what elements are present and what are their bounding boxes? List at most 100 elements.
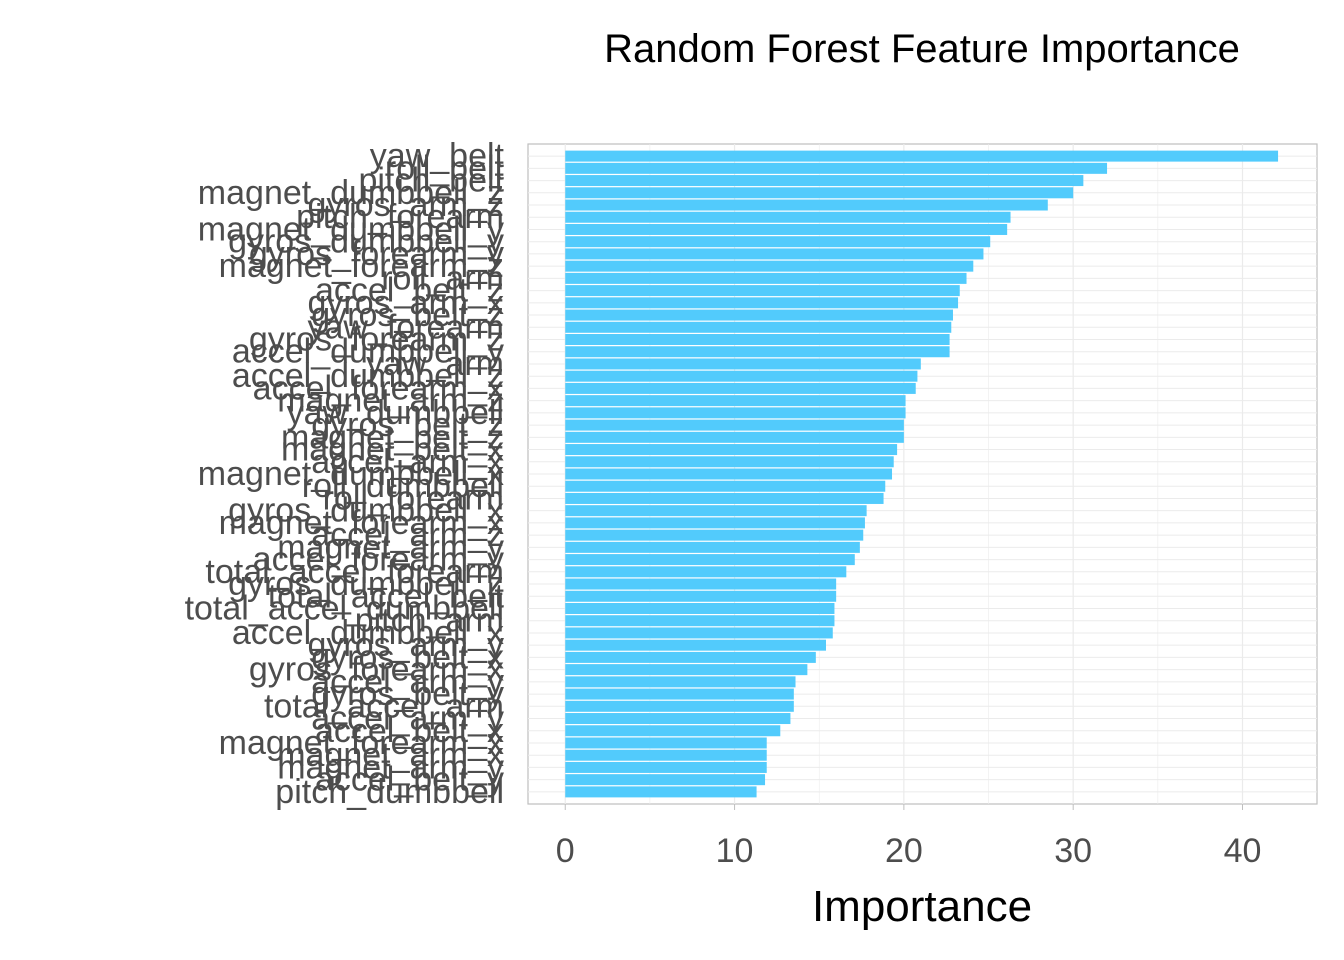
bar-magnet-dumbbell-y [565, 223, 1008, 235]
bar-total-accel-arm [565, 700, 794, 712]
bars [565, 150, 1279, 798]
bar-gyros-forearm-x [565, 664, 808, 676]
category-label: magnet_belt_z [281, 418, 504, 456]
category-label: pitch_arm [355, 602, 504, 640]
bar-gyros-dumbbell-y [565, 236, 991, 248]
category-label: accel_forearm_y [253, 541, 504, 579]
bar-magnet-arm-z [565, 395, 906, 407]
category-label: yaw_forearm [307, 308, 504, 346]
category-label: roll_dumbbell [302, 467, 504, 505]
x-tick-label: 10 [716, 832, 754, 870]
category-label: pitch_belt [358, 162, 504, 200]
category-label: accel_belt_z [315, 272, 504, 310]
bar-total-accel-dumbbell [565, 602, 835, 614]
category-label: pitch_dumbbell [275, 773, 504, 811]
category-label: magnet_arm_z [277, 382, 504, 420]
bar-gyros-belt-x [565, 651, 816, 663]
category-label: gyros_forearm_y [249, 235, 504, 273]
bar-gyros-arm-x [565, 297, 959, 309]
bar-magnet-belt-z [565, 431, 904, 443]
category-label: gyros_arm_z [307, 186, 504, 224]
bar-gyros-dumbbell-x [565, 505, 867, 517]
category-label: magnet_forearm_z [219, 247, 504, 285]
bar-gyros-arm-z [565, 199, 1048, 211]
chart-title: Random Forest Feature Importance [604, 27, 1240, 71]
bar-gyros-arm-y [565, 639, 826, 651]
category-label: accel_dumbbell_y [232, 333, 504, 371]
bar-yaw-forearm [565, 321, 952, 333]
category-label: gyros_forearm_x [249, 651, 504, 689]
bar-pitch-arm [565, 615, 835, 627]
bar-magnet-arm-x [565, 749, 767, 761]
category-label: magnet_belt_x [281, 431, 504, 469]
category-label: total_accel_arm [264, 687, 504, 725]
x-axis-ticks: 0 10 20 30 40 [556, 804, 1261, 870]
category-label: gyros_arm_x [307, 284, 504, 322]
bar-accel-arm-y [565, 713, 791, 725]
category-label: magnet_dumbbell_y [198, 210, 504, 248]
bar-accel-forearm-x [565, 382, 916, 394]
bar-accel-dumbbell-x [565, 627, 833, 639]
bar-accel-forearm-y [565, 554, 855, 566]
bar-roll-arm [565, 272, 967, 284]
bar-magnet-belt-x [565, 444, 898, 456]
bar-magnet-forearm-x [565, 737, 767, 749]
category-label: magnet_forearm_x [219, 724, 504, 762]
bar-gyros-forearm-y [565, 248, 984, 260]
bar-magnet-dumbbell-z [565, 187, 1074, 199]
category-label: total_accel_belt [268, 577, 505, 615]
category-label: gyros_belt_x [311, 638, 504, 676]
category-label: roll_forearm [323, 479, 504, 517]
bar-roll-belt [565, 162, 1108, 174]
category-label: accel_arm_y [311, 700, 504, 738]
category-label: accel_forearm_x [253, 369, 504, 407]
category-label: yaw_belt [370, 137, 505, 175]
category-label: gyros_forearm_z [249, 321, 504, 359]
bar-pitch-belt [565, 175, 1084, 187]
bar-accel-dumbbell-z [565, 370, 918, 382]
category-label: roll_arm [381, 259, 504, 297]
bar-gyros-belt-y [565, 688, 794, 700]
x-tick-label: 0 [556, 832, 575, 870]
category-label: gyros_belt_y [311, 675, 504, 713]
category-label: magnet_dumbbell_x [198, 455, 504, 493]
bar-yaw-arm [565, 358, 921, 370]
category-label: pitch_forearm [296, 198, 504, 236]
category-label: magnet_arm_y [277, 748, 504, 786]
bar-roll-dumbbell [565, 480, 886, 492]
bar-magnet-dumbbell-x [565, 468, 893, 480]
category-label: accel_arm_y [311, 663, 504, 701]
category-label: total_accel_dumbbell [185, 589, 504, 627]
bar-gyros-belt-z [565, 309, 953, 321]
x-tick-label: 30 [1054, 832, 1092, 870]
category-label: gyros_dumbbell_x [228, 492, 504, 530]
bar-accel-arm-z [565, 529, 864, 541]
category-label: accel_dumbbell_x [232, 614, 504, 652]
category-label: accel_dumbbell_z [232, 357, 504, 395]
category-label: gyros_belt_z [311, 406, 504, 444]
x-axis-title: Importance [812, 882, 1032, 931]
category-label: total_accel_forearm [205, 553, 504, 591]
bar-accel-belt-y [565, 774, 766, 786]
category-label: accel_belt_y [315, 761, 504, 799]
category-label: gyros_dumbbell_y [228, 223, 504, 261]
category-label: magnet_arm_x [277, 736, 504, 774]
bar-accel-arm-x [565, 456, 894, 468]
bar-gyros-dumbbell-z [565, 578, 837, 590]
bar-magnet-forearm-x [565, 517, 865, 529]
category-label: accel_arm_x [311, 443, 504, 481]
category-label: magnet_arm_y [277, 528, 504, 566]
bar-accel-belt-x [565, 725, 781, 737]
bar-yaw-belt [565, 150, 1279, 162]
category-label: yaw_dumbbell [287, 394, 504, 432]
category-label: magnet_forearm_x [219, 504, 504, 542]
bar-yaw-dumbbell [565, 407, 906, 419]
category-label: roll_belt [385, 149, 505, 187]
category-label: gyros_arm_y [307, 626, 504, 664]
category-label: accel_arm_z [311, 516, 504, 554]
category-label: gyros_belt_z [311, 296, 504, 334]
bar-roll-forearm [565, 492, 884, 504]
x-tick-label: 20 [885, 832, 923, 870]
